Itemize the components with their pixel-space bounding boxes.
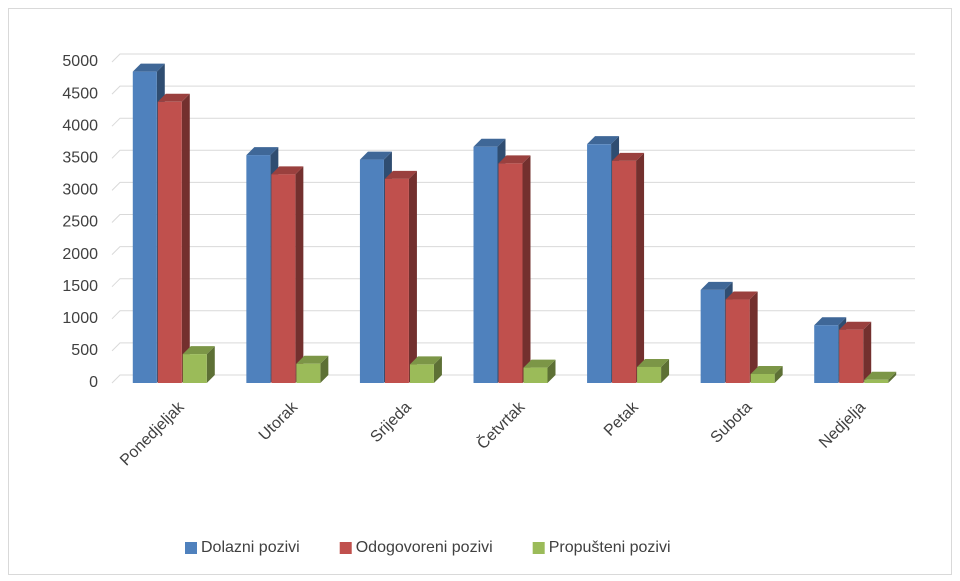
bar-top: [157, 93, 190, 102]
legend-label: Odogovoreni pozivi: [356, 539, 493, 556]
grid-line: [111, 214, 915, 223]
bar: [814, 325, 839, 383]
bar-side: [522, 155, 531, 383]
bar-side: [774, 366, 783, 383]
bar: [473, 146, 498, 383]
bar: [587, 144, 612, 383]
grid-line: [111, 53, 915, 63]
bar-top: [587, 136, 620, 145]
bar: [182, 354, 207, 383]
bar-top: [132, 63, 165, 72]
bar-side: [863, 321, 872, 383]
bar-top: [637, 358, 670, 367]
y-tick-label: 500: [71, 342, 98, 359]
bar-top: [750, 366, 783, 375]
bar-side: [547, 359, 556, 383]
bar-side: [749, 291, 758, 383]
legend-label: Propušteni pozivi: [549, 539, 671, 556]
y-tick-label: 1000: [62, 310, 98, 327]
y-tick-label: 5000: [62, 53, 98, 70]
y-tick-label: 4500: [62, 85, 98, 102]
bar-top: [473, 138, 506, 147]
bar-top: [246, 147, 279, 156]
y-tick-label: 2500: [62, 214, 98, 231]
bar-top: [814, 317, 847, 326]
legend-swatch: [185, 542, 197, 554]
bar-side: [661, 358, 670, 383]
grid-line: [111, 310, 915, 320]
bar-top: [612, 152, 645, 161]
y-tick-label: 4000: [62, 117, 98, 134]
bar: [498, 163, 523, 383]
bar: [384, 178, 409, 383]
bar: [839, 329, 864, 383]
y-tick-label: 3000: [62, 182, 98, 199]
bar-top: [359, 151, 392, 160]
bar-top: [839, 321, 872, 330]
bar: [725, 299, 750, 383]
bar: [409, 364, 434, 383]
bar-top: [864, 371, 897, 380]
bar: [700, 289, 725, 383]
grid-line: [111, 246, 915, 255]
bar: [523, 367, 548, 383]
y-tick-label: 1500: [62, 278, 98, 295]
bar-top: [498, 155, 531, 164]
bar: [750, 374, 775, 383]
bar: [157, 101, 182, 383]
bar-side: [408, 170, 417, 383]
bar: [246, 155, 271, 383]
y-tick-label: 2000: [62, 246, 98, 263]
bar-top: [182, 346, 215, 355]
bar: [359, 159, 384, 383]
legend-swatch: [339, 542, 352, 554]
grid-line: [111, 278, 915, 288]
bar-side: [433, 356, 442, 383]
bar-top: [700, 281, 733, 290]
bar: [637, 366, 662, 383]
grid-line: [111, 342, 915, 352]
legend-swatch: [532, 542, 545, 554]
bar-side: [636, 152, 645, 383]
grid-line: [111, 181, 915, 191]
bar: [132, 71, 157, 383]
bar-side: [888, 371, 897, 383]
bar-top: [384, 170, 417, 179]
bar-side: [295, 166, 304, 383]
bar-side: [181, 93, 190, 383]
grid-line: [111, 85, 915, 95]
bar-top: [409, 356, 442, 365]
y-tick-label: 3500: [62, 150, 98, 167]
bar-side: [206, 346, 215, 383]
bar: [864, 379, 889, 383]
legend-label: Dolazni pozivi: [201, 539, 300, 556]
bar-top: [296, 355, 329, 364]
bar: [612, 160, 637, 383]
grid-line: [111, 149, 915, 159]
grid-line: [111, 117, 915, 127]
y-tick-label: 0: [89, 374, 98, 391]
bar-side: [320, 355, 329, 383]
bar: [296, 363, 321, 383]
bar-top: [523, 359, 556, 368]
bar-top: [725, 291, 758, 300]
bar-top: [271, 166, 304, 175]
bar: [271, 174, 296, 383]
